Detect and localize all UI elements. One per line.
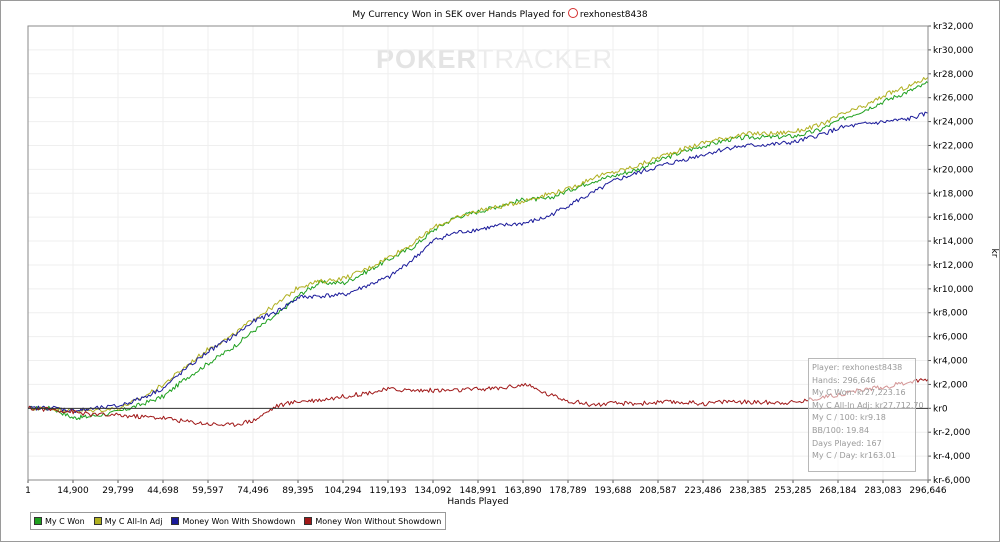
- series-line: [27, 76, 929, 413]
- y-tick-label: kr4,000: [933, 357, 968, 367]
- y-tick-label: kr6,000: [933, 333, 968, 343]
- y-axis-label: kr: [989, 249, 999, 258]
- stats-line: My C All-In Adj: kr27,712.70: [812, 400, 924, 410]
- y-tick-label: kr10,000: [933, 285, 974, 295]
- y-tick-label: kr2,000: [933, 380, 968, 390]
- legend-swatch: [304, 517, 313, 525]
- x-tick-label: 223,486: [684, 486, 721, 496]
- axis-labels: 1 14,900 29,799 44,698 59,597 74,496 89,395 104…: [25, 22, 999, 507]
- x-tick-label: 253,285: [774, 486, 811, 496]
- legend-swatch: [93, 517, 102, 525]
- y-tick-label: kr16,000: [933, 213, 974, 223]
- legend-item[interactable]: Money Won With Showdown: [171, 517, 295, 526]
- stats-line: My C Won: kr27,223.16: [812, 388, 906, 398]
- series-line: [27, 111, 929, 413]
- x-tick-label: 44,698: [147, 486, 179, 496]
- x-tick-label: 193,688: [594, 486, 631, 496]
- stats-line: My C / Day: kr163.01: [812, 451, 896, 461]
- x-tick-label: 89,395: [282, 486, 314, 496]
- x-tick-label: 104,294: [324, 486, 361, 496]
- plot-area-border: [27, 25, 929, 481]
- y-tick-label: kr24,000: [933, 118, 974, 128]
- grid: [27, 25, 929, 481]
- x-tick-label: 208,587: [639, 486, 676, 496]
- watermark-logo: POKERTRACKER: [376, 44, 613, 75]
- stats-line: BB/100: 19.84: [812, 425, 870, 435]
- y-tick-label: kr14,000: [933, 237, 974, 247]
- series-line: [27, 378, 929, 427]
- y-tick-label: kr18,000: [933, 189, 974, 199]
- y-tick-label: kr8,000: [933, 309, 968, 319]
- x-tick-label: 74,496: [237, 486, 269, 496]
- y-tick-label: kr28,000: [933, 70, 974, 80]
- y-tick-label: kr-4,000: [933, 452, 971, 462]
- legend-label: Money Won Without Showdown: [315, 516, 442, 526]
- y-tick-label: kr12,000: [933, 261, 974, 271]
- axes: [27, 25, 931, 483]
- legend: My C Won My C All-In Adj Money Won With Sh…: [30, 512, 447, 530]
- chart-title-text: My Currency Won in SEK over Hands Played…: [352, 10, 565, 20]
- series-line: [27, 81, 929, 420]
- series-layer: [27, 76, 929, 427]
- x-tick-label: 14,900: [57, 486, 89, 496]
- legend-swatch: [34, 517, 42, 525]
- x-tick-label: 134,092: [414, 486, 451, 496]
- stats-line: Hands: 296,646: [812, 375, 876, 385]
- y-tick-label: kr0: [933, 404, 948, 414]
- watermark-light: TRACKER: [477, 44, 614, 74]
- y-tick-label: kr32,000: [933, 22, 974, 32]
- player-icon: [567, 8, 578, 18]
- player-name: rexhonest8438: [579, 10, 648, 20]
- x-tick-label: 29,799: [102, 486, 134, 496]
- legend-label: My C Won: [45, 516, 85, 526]
- watermark-bold: POKER: [376, 44, 478, 74]
- chart-title: My Currency Won in SEK over Hands Played…: [0, 8, 1000, 20]
- stats-line: Player: rexhonest8438: [812, 363, 903, 372]
- x-tick-label: 1: [25, 486, 31, 496]
- legend-label: Money Won With Showdown: [182, 516, 296, 526]
- legend-label: My C All-In Adj: [104, 516, 163, 526]
- x-tick-label: 283,083: [864, 486, 901, 496]
- legend-item[interactable]: Money Won Without Showdown: [304, 517, 441, 526]
- x-tick-label: 148,991: [459, 486, 496, 496]
- y-tick-label: kr20,000: [933, 165, 974, 175]
- stats-line: My C / 100: kr9.18: [812, 413, 886, 423]
- legend-swatch: [171, 517, 180, 525]
- legend-item[interactable]: My C All-In Adj: [93, 516, 163, 526]
- y-tick-label: kr-6,000: [933, 476, 971, 486]
- x-tick-label: 296,646: [909, 486, 946, 496]
- x-tick-label: 119,193: [369, 486, 406, 496]
- y-tick-label: kr26,000: [933, 94, 974, 104]
- x-axis-label: Hands Played: [447, 497, 508, 507]
- player-stats-box: Player: rexhonest8438 Hands: 296,646 My C …: [808, 358, 924, 472]
- y-tick-label: kr30,000: [933, 46, 974, 56]
- x-tick-label: 178,789: [549, 486, 586, 496]
- x-tick-label: 238,385: [729, 486, 766, 496]
- y-tick-label: kr-2,000: [933, 428, 971, 438]
- x-tick-label: 59,597: [192, 486, 224, 496]
- y-tick-label: kr22,000: [933, 141, 974, 151]
- legend-item[interactable]: My C Won: [34, 517, 85, 526]
- stats-line: Days Played: 167: [812, 438, 882, 448]
- x-tick-label: 268,184: [819, 486, 856, 496]
- x-tick-label: 163,890: [504, 486, 541, 496]
